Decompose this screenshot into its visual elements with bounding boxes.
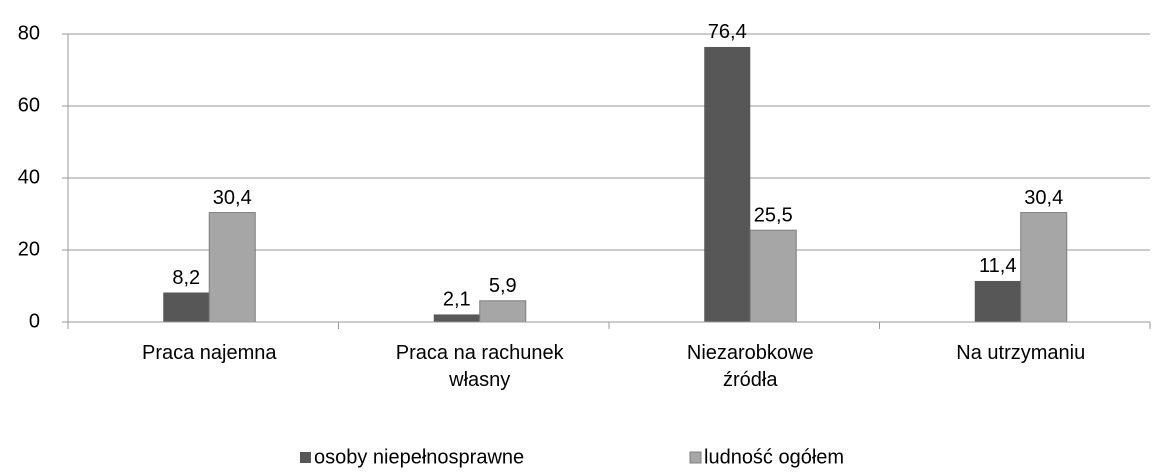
data-label: 30,4 <box>213 187 252 209</box>
x-tick-label: Praca najemna <box>141 342 277 364</box>
legend-label: osoby niepełnosprawne <box>314 446 524 468</box>
bar <box>163 292 210 322</box>
bar <box>479 300 527 323</box>
bar <box>974 280 1021 322</box>
x-tick-label: Niezarobkowe źródła <box>686 342 814 391</box>
data-label: 76,4 <box>708 21 747 43</box>
data-label: 30,4 <box>1024 187 1063 209</box>
data-label: 25,5 <box>754 204 793 226</box>
bar <box>208 212 256 323</box>
legend-swatch <box>689 451 702 464</box>
bar <box>1020 212 1068 323</box>
legend-swatch <box>300 452 311 463</box>
y-tick-label: 40 <box>18 166 40 188</box>
y-tick-label: 60 <box>18 94 40 116</box>
data-label: 2,1 <box>443 289 471 311</box>
data-label: 8,2 <box>172 267 200 289</box>
y-tick-label: 80 <box>18 22 40 44</box>
y-tick-label: 20 <box>18 238 40 260</box>
bar <box>433 314 480 322</box>
bar <box>704 46 751 323</box>
legend-label: ludność ogółem <box>704 446 844 468</box>
x-tick-label: Praca na rachunek własny <box>395 342 564 391</box>
y-tick-label: 0 <box>29 310 40 332</box>
data-label: 11,4 <box>979 255 1016 277</box>
x-tick-label: Na utrzymaniu <box>956 342 1086 364</box>
bar <box>749 229 797 323</box>
data-label: 5,9 <box>489 275 517 297</box>
